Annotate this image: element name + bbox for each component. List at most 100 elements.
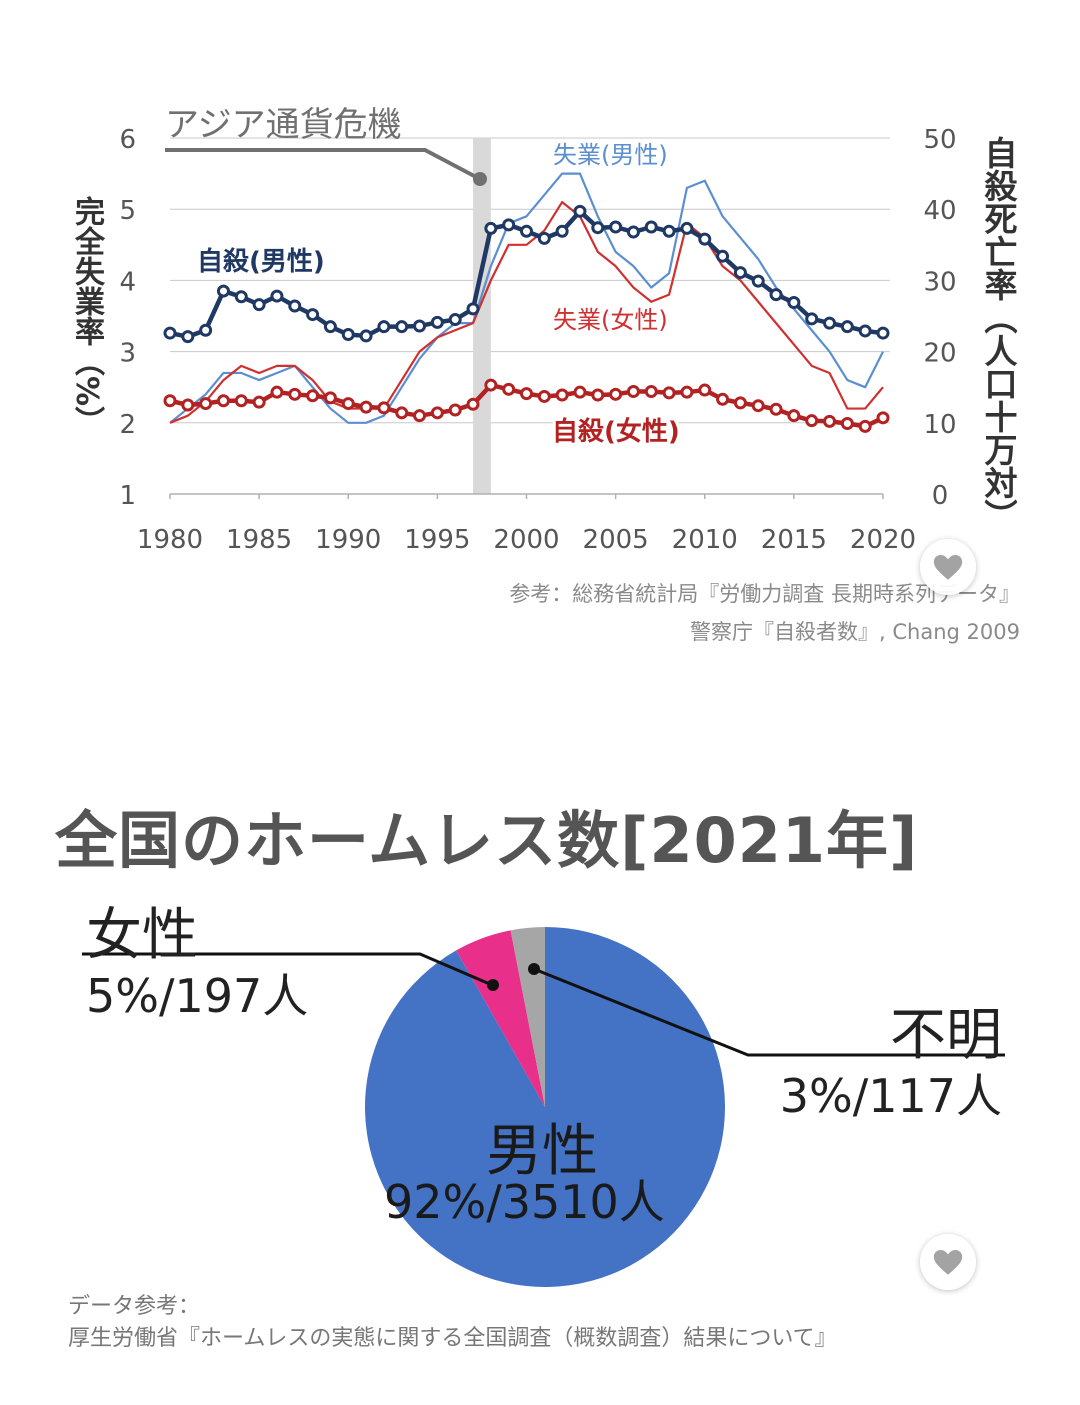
series-3-point-1983 bbox=[216, 394, 230, 408]
series-3-point-1999 bbox=[502, 382, 516, 396]
series-2-point-1981 bbox=[181, 330, 195, 344]
series-2-point-1996 bbox=[448, 313, 462, 327]
series-2-point-2016 bbox=[805, 312, 819, 326]
x-tick-1995: 1995 bbox=[404, 525, 470, 555]
series-3-point-2013 bbox=[751, 399, 765, 413]
series-1 bbox=[169, 200, 884, 424]
series-3-point-1996 bbox=[448, 403, 462, 417]
series-3-point-2009 bbox=[680, 385, 694, 399]
y-right-tick-30: 30 bbox=[923, 267, 956, 297]
series-2-point-2011 bbox=[716, 249, 730, 263]
series-2-point-1987 bbox=[288, 299, 302, 313]
x-tick-2010: 2010 bbox=[672, 525, 738, 555]
label-unemployment-male: 失業(男性) bbox=[553, 141, 668, 169]
series-2 bbox=[163, 204, 890, 344]
series-2-point-2005 bbox=[609, 220, 623, 234]
pie-slices bbox=[365, 926, 726, 1287]
series-3-point-1993 bbox=[395, 406, 409, 420]
female-label: 女性 bbox=[86, 903, 198, 968]
line-chart-series bbox=[163, 172, 890, 433]
unemployment-suicide-line-chart: 1 2 3 4 5 6 0 10 20 30 40 50 1980 1985 1990 1995 2000 200… bbox=[119, 106, 956, 555]
series-0 bbox=[169, 172, 884, 424]
female-leader-dot bbox=[487, 979, 499, 991]
asian-crisis-annotation: アジア通貨危機 bbox=[165, 106, 402, 144]
y-right-tick-40: 40 bbox=[923, 196, 956, 226]
series-3-point-2012 bbox=[733, 396, 747, 410]
series-3-point-2019 bbox=[858, 419, 872, 433]
series-3-point-1988 bbox=[306, 389, 320, 403]
series-3-point-1992 bbox=[377, 401, 391, 415]
series-3-point-2005 bbox=[609, 387, 623, 401]
series-2-point-2008 bbox=[662, 224, 676, 238]
series-2-point-1999 bbox=[502, 218, 516, 232]
series-3-point-2018 bbox=[840, 417, 854, 431]
series-2-point-2001 bbox=[537, 231, 551, 245]
series-2-point-1997 bbox=[466, 302, 480, 316]
series-3-point-1998 bbox=[484, 378, 498, 392]
series-2-point-1990 bbox=[341, 328, 355, 342]
pie-source-line1: データ参考： bbox=[68, 1294, 201, 1319]
x-tick-2015: 2015 bbox=[761, 525, 827, 555]
series-3 bbox=[163, 378, 890, 433]
series-3-point-2000 bbox=[520, 387, 533, 401]
series-3-point-2001 bbox=[537, 389, 551, 403]
line-chart-source-line2: 警察庁『自殺者数』, Chang 2009 bbox=[690, 620, 1020, 644]
y-left-tick-1: 1 bbox=[119, 481, 136, 511]
series-3-point-2004 bbox=[591, 388, 605, 402]
like-heart-button-top[interactable] bbox=[920, 539, 976, 595]
series-line-1 bbox=[169, 200, 884, 424]
pie-slice-1 bbox=[456, 930, 545, 1107]
y-right-tick-20: 20 bbox=[923, 339, 956, 369]
unknown-value: 3%/117人 bbox=[779, 1069, 1002, 1123]
series-2-point-1985 bbox=[252, 298, 266, 312]
series-3-point-1991 bbox=[359, 400, 373, 414]
x-tick-1980: 1980 bbox=[137, 525, 203, 555]
series-3-point-2011 bbox=[716, 392, 730, 406]
series-3-point-2007 bbox=[644, 384, 658, 398]
series-2-point-1992 bbox=[377, 320, 391, 334]
unknown-label: 不明 bbox=[890, 1003, 1002, 1068]
unknown-leader-dot bbox=[528, 963, 540, 975]
series-2-point-1984 bbox=[234, 290, 248, 304]
y-left-tick-6: 6 bbox=[119, 125, 136, 155]
series-line-0 bbox=[169, 172, 884, 424]
heart-icon bbox=[933, 554, 963, 580]
series-3-point-2010 bbox=[698, 383, 712, 397]
series-3-point-1989 bbox=[323, 391, 337, 405]
pie-chart-title: 全国のホームレス数[2021年] bbox=[55, 804, 919, 877]
y-right-axis-title: 自殺死亡率（人口十万対） bbox=[979, 136, 1018, 532]
series-2-point-1998 bbox=[484, 221, 498, 235]
y-left-tick-4: 4 bbox=[119, 267, 136, 297]
label-unemployment-female: 失業(女性) bbox=[553, 306, 668, 334]
series-2-point-1995 bbox=[430, 315, 444, 329]
series-3-point-2006 bbox=[626, 384, 640, 398]
series-3-point-1990 bbox=[341, 397, 355, 411]
y-left-axis-title: 完全失業率（%） bbox=[69, 196, 104, 437]
series-3-point-2002 bbox=[555, 388, 569, 402]
male-value: 92%/3510人 bbox=[384, 1175, 665, 1229]
series-2-point-2014 bbox=[769, 288, 783, 302]
label-suicide-male: 自殺(男性) bbox=[197, 246, 325, 277]
line-chart-gridlines bbox=[170, 137, 890, 424]
series-3-point-2008 bbox=[662, 386, 676, 400]
series-2-point-2010 bbox=[698, 232, 712, 246]
x-tick-1990: 1990 bbox=[315, 525, 381, 555]
series-3-point-2014 bbox=[769, 402, 783, 416]
series-3-point-1984 bbox=[234, 394, 248, 408]
series-3-point-1994 bbox=[413, 409, 427, 423]
series-3-point-1987 bbox=[288, 387, 302, 401]
series-2-point-1982 bbox=[199, 323, 213, 337]
x-tick-2005: 2005 bbox=[583, 525, 649, 555]
series-3-point-1986 bbox=[270, 385, 284, 399]
series-2-point-2000 bbox=[520, 224, 533, 238]
series-3-point-2020 bbox=[876, 411, 890, 425]
x-tick-1985: 1985 bbox=[226, 525, 292, 555]
like-heart-button-bottom[interactable] bbox=[920, 1234, 976, 1290]
series-2-point-2009 bbox=[680, 221, 694, 235]
y-left-tick-5: 5 bbox=[119, 196, 136, 226]
series-3-point-1981 bbox=[181, 398, 195, 412]
x-tick-2000: 2000 bbox=[493, 525, 559, 555]
pie-slice-0 bbox=[365, 926, 726, 1287]
series-2-point-2015 bbox=[787, 295, 801, 309]
